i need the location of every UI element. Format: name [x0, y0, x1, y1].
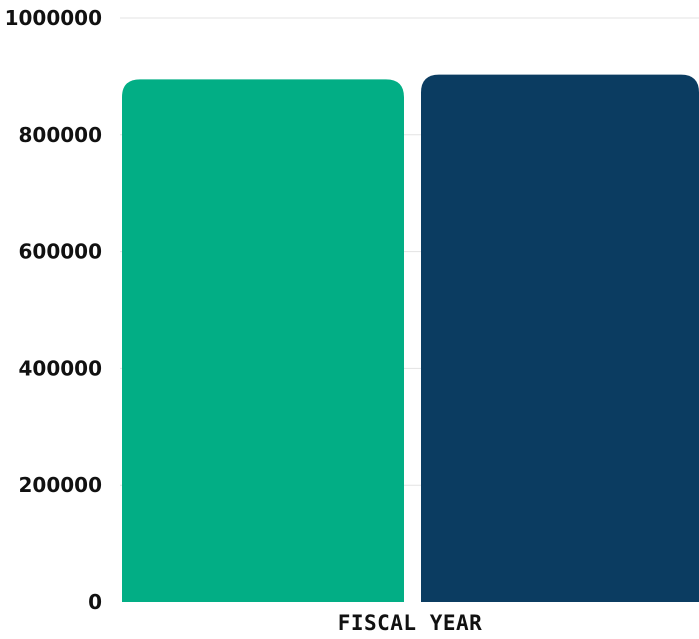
- y-tick-label: 400000: [19, 356, 103, 380]
- y-axis-ticks: 0 200000 400000 600000 800000 1000000: [5, 6, 102, 614]
- bar-series-1: [122, 79, 404, 602]
- y-tick-label: 200000: [19, 473, 103, 497]
- x-axis-title: FISCAL YEAR: [338, 611, 483, 635]
- y-tick-label: 800000: [19, 123, 103, 147]
- y-tick-label: 0: [88, 590, 102, 614]
- y-tick-label: 600000: [19, 240, 103, 264]
- y-tick-label: 1000000: [5, 6, 102, 30]
- bars: [122, 74, 699, 602]
- bar-series-2: [421, 74, 699, 602]
